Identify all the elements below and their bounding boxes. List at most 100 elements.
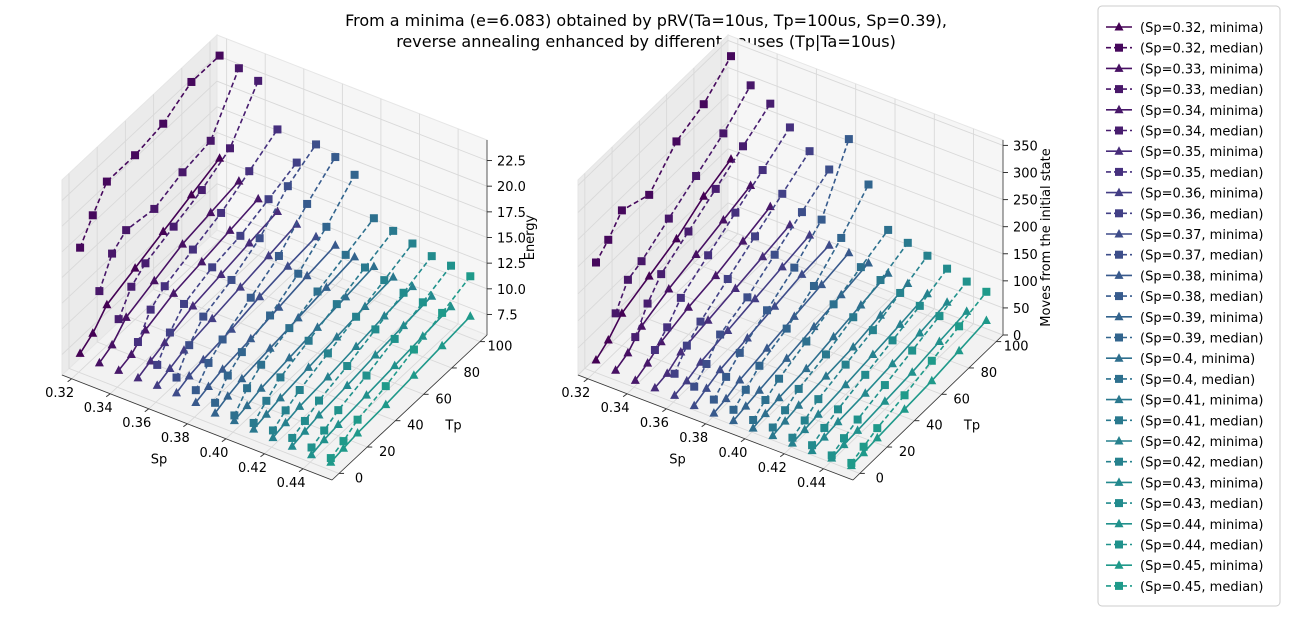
legend-marker-triangle (1114, 63, 1124, 72)
point-marker-triangle (797, 269, 807, 278)
legend-marker-square (1115, 457, 1123, 466)
point-marker-square (794, 384, 803, 393)
point-marker-triangle (782, 353, 792, 362)
x-tick-label: 0.44 (277, 476, 306, 491)
point-marker-triangle (207, 313, 217, 323)
point-marker-square (645, 190, 654, 199)
point-marker-triangle (807, 445, 817, 455)
point-marker-triangle (302, 270, 312, 280)
legend-label: (Sp=0.38, minima) (1140, 269, 1264, 284)
legend-marker-square (1115, 540, 1123, 549)
point-marker-square (273, 125, 282, 134)
point-marker-square (326, 454, 335, 463)
point-marker-triangle (883, 268, 893, 277)
point-marker-square (341, 250, 350, 259)
point-marker-triangle (353, 428, 363, 437)
point-marker-triangle (670, 390, 680, 399)
point-marker-square (427, 252, 436, 261)
point-marker-square (657, 270, 666, 279)
point-marker-square (775, 374, 784, 383)
point-marker-square (131, 151, 140, 160)
point-marker-square (153, 360, 162, 369)
point-marker-square (758, 166, 767, 175)
point-marker-square (169, 222, 178, 231)
point-marker-square (255, 234, 264, 243)
point-marker-triangle (114, 365, 124, 374)
point-marker-triangle (738, 236, 748, 245)
point-marker-triangle (644, 271, 654, 280)
point-marker-square (617, 206, 626, 215)
point-marker-square (159, 119, 168, 128)
legend-label: (Sp=0.44, minima) (1140, 518, 1264, 533)
point-marker-square (243, 384, 252, 393)
point-marker-square (380, 276, 389, 285)
point-marker-triangle (819, 432, 829, 441)
point-marker-square (722, 372, 731, 381)
point-marker-square (923, 251, 932, 260)
point-marker-triangle (800, 424, 810, 434)
point-marker-square (743, 293, 752, 302)
point-marker-triangle (379, 311, 389, 320)
point-marker-square (223, 371, 232, 380)
z-gridline (577, 148, 1004, 295)
point-marker-square (283, 182, 292, 191)
point-marker-square (295, 386, 304, 395)
legend-marker-triangle (1114, 477, 1124, 486)
point-marker-square (294, 269, 303, 278)
point-marker-square (670, 369, 679, 378)
point-marker-square (962, 277, 971, 286)
point-marker-triangle (307, 449, 316, 459)
point-marker-square (735, 348, 744, 357)
point-marker-triangle (699, 191, 709, 200)
z-tick-label: 50 (1013, 302, 1030, 317)
point-marker-square (704, 251, 713, 260)
point-marker-triangle (864, 258, 873, 267)
point-marker-triangle (446, 301, 456, 311)
z-tick-label: 200 (1013, 221, 1038, 236)
z-gridline (577, 202, 1004, 349)
x-tick-label: 0.32 (45, 386, 74, 401)
point-marker-square (873, 424, 882, 433)
point-marker-square (849, 313, 858, 322)
legend-marker-triangle (1114, 394, 1124, 404)
point-marker-square (778, 189, 787, 198)
point-marker-square (637, 257, 646, 266)
legend-label: (Sp=0.37, minima) (1140, 228, 1264, 243)
energy-3d-panel: 0.32 0.34 0.36 0.38 0.40 0.42 0.44 0 20 40 60 80 100… (45, 33, 538, 491)
point-marker-triangle (216, 269, 226, 278)
legend-marker-square (1115, 499, 1123, 508)
point-marker-square (814, 395, 823, 404)
point-marker-triangle (218, 364, 228, 373)
point-marker-square (900, 391, 909, 400)
point-marker-triangle (876, 310, 885, 319)
point-marker-square (409, 345, 418, 354)
legend-label: (Sp=0.39, minima) (1140, 311, 1264, 326)
point-marker-square (217, 208, 226, 217)
x-tick (105, 393, 111, 398)
point-marker-square (312, 140, 321, 149)
x-axis-label: Sp (669, 453, 686, 468)
point-marker-square (908, 346, 917, 355)
legend-label: (Sp=0.43, median) (1140, 497, 1263, 512)
y-gridline (96, 147, 368, 448)
point-marker-square (206, 136, 215, 145)
point-marker-triangle (370, 350, 380, 359)
point-marker-square (262, 396, 271, 405)
point-marker-square (763, 306, 772, 315)
point-marker-square (350, 170, 359, 179)
point-marker-square (245, 167, 254, 176)
point-marker-square (817, 215, 826, 224)
point-marker-square (833, 405, 842, 414)
legend-label: (Sp=0.45, minima) (1140, 559, 1264, 574)
legend-marker-square (1115, 292, 1123, 301)
point-marker-square (353, 415, 362, 424)
point-marker-triangle (907, 367, 917, 376)
point-marker-triangle (664, 284, 674, 293)
point-marker-square (343, 362, 352, 371)
point-marker-triangle (204, 381, 213, 390)
point-marker-triangle (888, 358, 897, 368)
point-marker-square (185, 341, 194, 350)
point-marker-triangle (281, 417, 291, 427)
point-marker-square (236, 231, 245, 240)
